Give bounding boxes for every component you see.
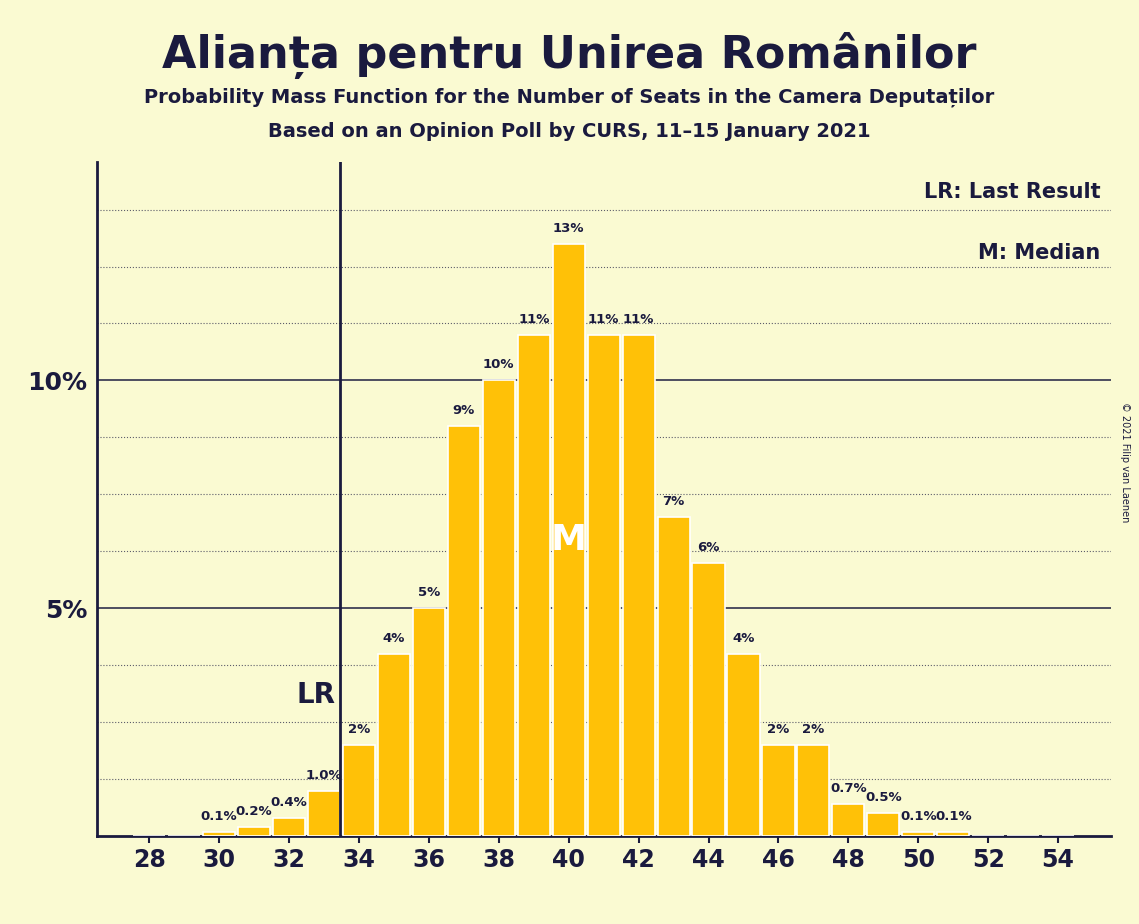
Bar xyxy=(518,334,550,836)
Text: 13%: 13% xyxy=(552,222,584,235)
Bar xyxy=(728,654,760,836)
Text: 0.1%: 0.1% xyxy=(200,809,237,822)
Text: © 2021 Filip van Laenen: © 2021 Filip van Laenen xyxy=(1121,402,1130,522)
Text: Based on an Opinion Poll by CURS, 11–15 January 2021: Based on an Opinion Poll by CURS, 11–15 … xyxy=(268,122,871,141)
Text: Probability Mass Function for the Number of Seats in the Camera Deputaților: Probability Mass Function for the Number… xyxy=(145,88,994,107)
Bar xyxy=(867,813,900,836)
Text: 0.7%: 0.7% xyxy=(830,783,867,796)
Text: LR: Last Result: LR: Last Result xyxy=(924,182,1100,202)
Bar xyxy=(937,832,969,836)
Text: M: M xyxy=(551,523,587,557)
Bar xyxy=(762,745,795,836)
Bar xyxy=(308,791,341,836)
Text: 9%: 9% xyxy=(452,404,475,417)
Text: 6%: 6% xyxy=(697,541,720,553)
Text: 0.5%: 0.5% xyxy=(865,791,902,804)
Text: 5%: 5% xyxy=(418,586,440,600)
Text: M: Median: M: Median xyxy=(978,243,1100,262)
Text: LR: LR xyxy=(296,681,335,709)
Text: 2%: 2% xyxy=(802,723,825,736)
Bar xyxy=(693,563,724,836)
Text: 0.1%: 0.1% xyxy=(935,809,972,822)
Bar xyxy=(412,608,445,836)
Text: 4%: 4% xyxy=(732,632,755,645)
Bar xyxy=(483,381,515,836)
Bar xyxy=(902,832,934,836)
Text: 4%: 4% xyxy=(383,632,405,645)
Bar xyxy=(797,745,829,836)
Text: 11%: 11% xyxy=(588,312,620,326)
Text: 0.4%: 0.4% xyxy=(271,796,308,808)
Bar xyxy=(203,832,236,836)
Text: 0.1%: 0.1% xyxy=(900,809,936,822)
Text: 11%: 11% xyxy=(518,312,549,326)
Bar xyxy=(448,426,480,836)
Text: 2%: 2% xyxy=(768,723,789,736)
Bar xyxy=(238,827,270,836)
Text: 11%: 11% xyxy=(623,312,654,326)
Bar xyxy=(273,818,305,836)
Bar xyxy=(552,244,584,836)
Text: 10%: 10% xyxy=(483,359,515,371)
Text: 7%: 7% xyxy=(663,495,685,508)
Bar xyxy=(623,334,655,836)
Text: Alianța pentru Unirea Românilor: Alianța pentru Unirea Românilor xyxy=(162,32,977,79)
Bar xyxy=(588,334,620,836)
Bar xyxy=(343,745,375,836)
Bar xyxy=(657,517,689,836)
Text: 2%: 2% xyxy=(347,723,370,736)
Bar xyxy=(378,654,410,836)
Text: 1.0%: 1.0% xyxy=(305,769,343,782)
Text: 0.2%: 0.2% xyxy=(236,805,272,818)
Bar xyxy=(833,804,865,836)
